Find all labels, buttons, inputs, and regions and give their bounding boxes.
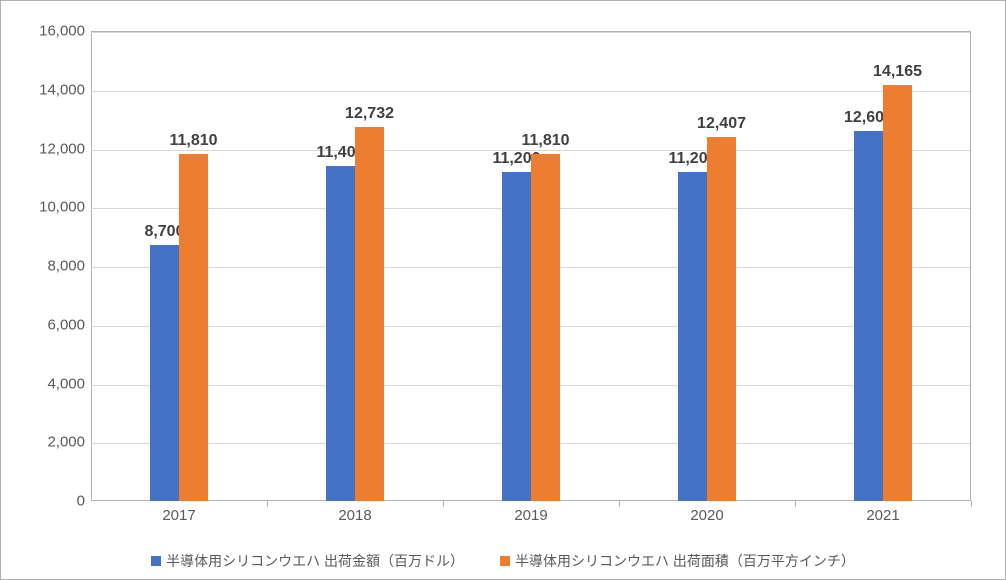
legend-swatch <box>151 556 161 566</box>
bar-series-1 <box>179 154 208 501</box>
bar-series-1 <box>355 127 384 501</box>
y-tick-label: 12,000 <box>15 140 85 157</box>
data-label: 14,165 <box>858 63 938 81</box>
x-tick-label: 2020 <box>619 507 795 524</box>
y-tick-label: 14,000 <box>15 81 85 98</box>
plot-area: 8,70011,81011,40012,73211,20011,81011,20… <box>91 31 971 501</box>
legend-item: 半導体用シリコンウエハ 出荷面積（百万平方インチ） <box>500 551 855 571</box>
y-tick-label: 2,000 <box>15 434 85 451</box>
gridline <box>91 32 970 33</box>
x-tick-label: 2017 <box>91 507 267 524</box>
bar-series-0 <box>150 245 179 501</box>
y-tick-label: 4,000 <box>15 375 85 392</box>
x-tick-label: 2019 <box>443 507 619 524</box>
bar-chart: 8,70011,81011,40012,73211,20011,81011,20… <box>0 0 1006 580</box>
y-tick-label: 16,000 <box>15 23 85 40</box>
bar-series-0 <box>502 172 531 501</box>
y-tick-label: 6,000 <box>15 316 85 333</box>
legend: 半導体用シリコンウエハ 出荷金額（百万ドル） 半導体用シリコンウエハ 出荷面積（百… <box>1 551 1005 571</box>
legend-item: 半導体用シリコンウエハ 出荷金額（百万ドル） <box>151 551 464 571</box>
legend-label: 半導体用シリコンウエハ 出荷面積（百万平方インチ） <box>515 553 855 569</box>
data-label: 12,407 <box>682 115 762 133</box>
gridline <box>91 91 970 92</box>
data-label: 12,732 <box>330 105 410 123</box>
data-label: 11,810 <box>506 132 586 150</box>
bar-series-1 <box>531 154 560 501</box>
bar-series-1 <box>707 137 736 501</box>
legend-swatch <box>500 556 510 566</box>
legend-label: 半導体用シリコンウエハ 出荷金額（百万ドル） <box>166 553 464 569</box>
y-tick-label: 10,000 <box>15 199 85 216</box>
y-tick-label: 0 <box>15 493 85 510</box>
bar-series-1 <box>883 85 912 501</box>
bar-series-0 <box>326 166 355 501</box>
bar-series-0 <box>854 131 883 501</box>
bar-series-0 <box>678 172 707 501</box>
data-label: 11,810 <box>154 132 234 150</box>
x-tick-mark <box>971 501 972 507</box>
x-tick-label: 2021 <box>795 507 971 524</box>
y-tick-label: 8,000 <box>15 258 85 275</box>
x-tick-label: 2018 <box>267 507 443 524</box>
